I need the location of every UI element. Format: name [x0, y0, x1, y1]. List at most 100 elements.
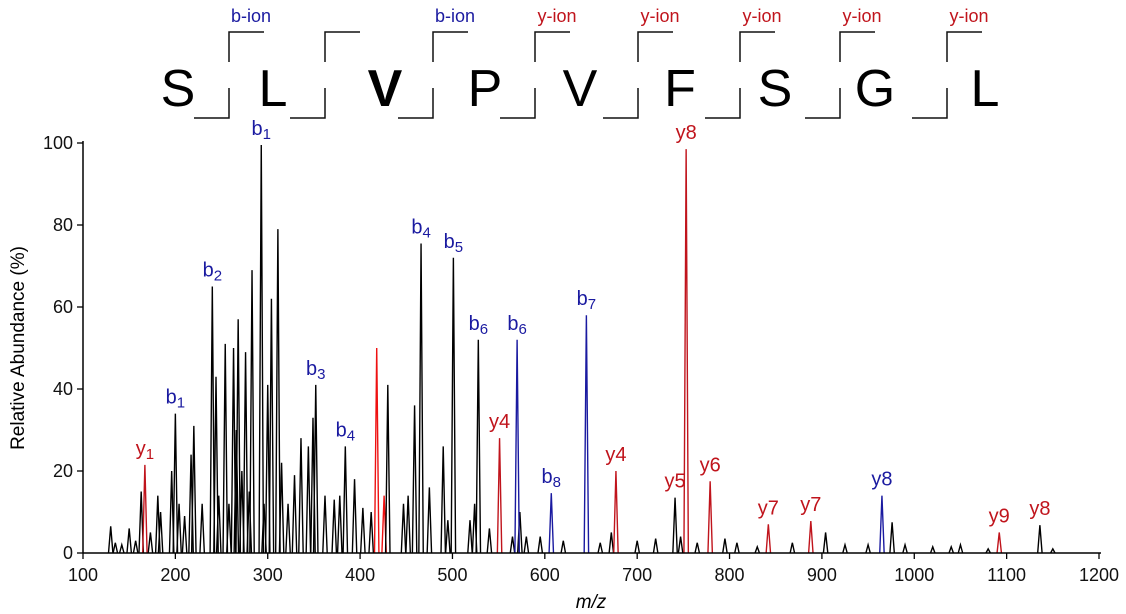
x-tick-label: 500 [437, 565, 467, 585]
residue-S: S [161, 60, 196, 118]
peak [246, 491, 253, 554]
peak [359, 507, 366, 554]
peak-labeled [172, 413, 179, 554]
peak-label-y8: y8 [1029, 498, 1050, 520]
peak [233, 429, 240, 554]
residue-L: L [971, 60, 1000, 118]
peak [560, 540, 567, 554]
peak [242, 352, 249, 554]
peak [118, 542, 125, 554]
x-tick-label: 900 [807, 565, 837, 585]
peak [509, 536, 516, 554]
x-tick-label: 1000 [894, 565, 934, 585]
peak [147, 532, 154, 554]
peak-labeled [548, 493, 555, 554]
peak [608, 532, 615, 554]
peak [754, 544, 761, 554]
peak [181, 516, 188, 554]
peak-label-b4: b4 [336, 419, 355, 444]
peak-label-b1: b1 [252, 118, 271, 143]
peak-labeled [209, 286, 216, 554]
residue-S: S [758, 60, 793, 118]
peak-label-b6: b6 [469, 313, 488, 338]
x-tick-label: 200 [160, 565, 190, 585]
peak-label-b4: b4 [411, 216, 430, 241]
peak [157, 511, 164, 554]
residue-V: V [368, 60, 403, 118]
peak [486, 528, 493, 554]
peak [249, 270, 255, 554]
peak [734, 542, 740, 554]
peak-labeled [613, 470, 619, 554]
peak-label-b1: b1 [166, 387, 185, 412]
peak-labels: y1 b1 b2 b1 b3 b4 b4 b5 b6 y4 b6 b8 b7 y4 y5 y8 y6 y7 y7 y8… [136, 118, 1051, 527]
cleavage-bracket [805, 31, 875, 119]
peak [405, 495, 412, 554]
x-tick-label: 1200 [1079, 565, 1119, 585]
peak-labeled [496, 438, 503, 554]
peptide-sequence: S L V P V F S G Lb-ion b-ion y-ion y-ion y-ion y-ion y… [161, 6, 1000, 119]
peak [215, 495, 222, 554]
peak-label-y8: y8 [676, 122, 697, 144]
peak-labeled [765, 524, 772, 554]
peak-label-y7: y7 [758, 497, 779, 519]
peak-label-b8: b8 [542, 466, 561, 491]
y-axis-label: Relative Abundance (%) [8, 246, 29, 450]
cleavage-label-y-ion: y-ion [949, 6, 988, 26]
cleavage-label-b-ion: b-ion [231, 6, 271, 26]
x-tick-label: 100 [68, 565, 98, 585]
peak [235, 319, 242, 554]
y-tick-label: 100 [43, 133, 73, 153]
residue-V: V [563, 60, 598, 118]
x-tick-label: 1100 [987, 565, 1026, 585]
peak-label-y9: y9 [989, 506, 1010, 528]
peak-labeled [583, 315, 590, 554]
peaks [107, 145, 1056, 554]
peak-label-b2: b2 [203, 260, 222, 285]
x-tick-label: 800 [715, 565, 745, 585]
y-tick-label: 40 [53, 379, 73, 399]
peak [368, 511, 375, 554]
residue-F: F [664, 60, 696, 118]
cleavage-bracket [194, 31, 264, 119]
cleavage-label-y-ion: y-ion [537, 6, 576, 26]
peak [516, 511, 523, 554]
peak-label-y4: y4 [489, 411, 510, 433]
peak [467, 520, 473, 554]
residue-L: L [259, 60, 288, 118]
residue-P: P [468, 60, 503, 118]
peak [222, 343, 229, 554]
peak [597, 542, 604, 554]
peak [722, 538, 728, 554]
peak [274, 229, 281, 554]
peak-label-y6: y6 [700, 454, 721, 476]
peak-label-b7: b7 [577, 288, 596, 313]
peak [373, 347, 380, 554]
peak [336, 495, 343, 554]
peak [226, 503, 232, 554]
peak-label-y7: y7 [800, 494, 821, 516]
peak [902, 542, 908, 554]
y-tick-label: 80 [53, 215, 73, 235]
cleavage-label-y-ion: y-ion [742, 6, 781, 26]
peak [694, 542, 701, 554]
x-tick-label: 700 [622, 565, 652, 585]
peak-label-b3: b3 [306, 358, 325, 383]
peak [285, 503, 291, 554]
peak-labeled [475, 339, 482, 554]
peak [331, 499, 338, 554]
peak [957, 542, 964, 554]
peak-labeled [342, 446, 349, 554]
peak [1050, 547, 1056, 554]
peak [190, 425, 197, 554]
cleavage-bracket [705, 31, 775, 119]
x-tick-label: 400 [345, 565, 375, 585]
peak [298, 438, 304, 554]
peak [268, 298, 275, 554]
y-tick-label: 20 [53, 461, 73, 481]
peak-labeled [514, 339, 521, 554]
cleavage-bracket [912, 31, 982, 119]
peak [112, 542, 119, 554]
peak-labeled [418, 243, 424, 554]
peak [426, 487, 433, 554]
